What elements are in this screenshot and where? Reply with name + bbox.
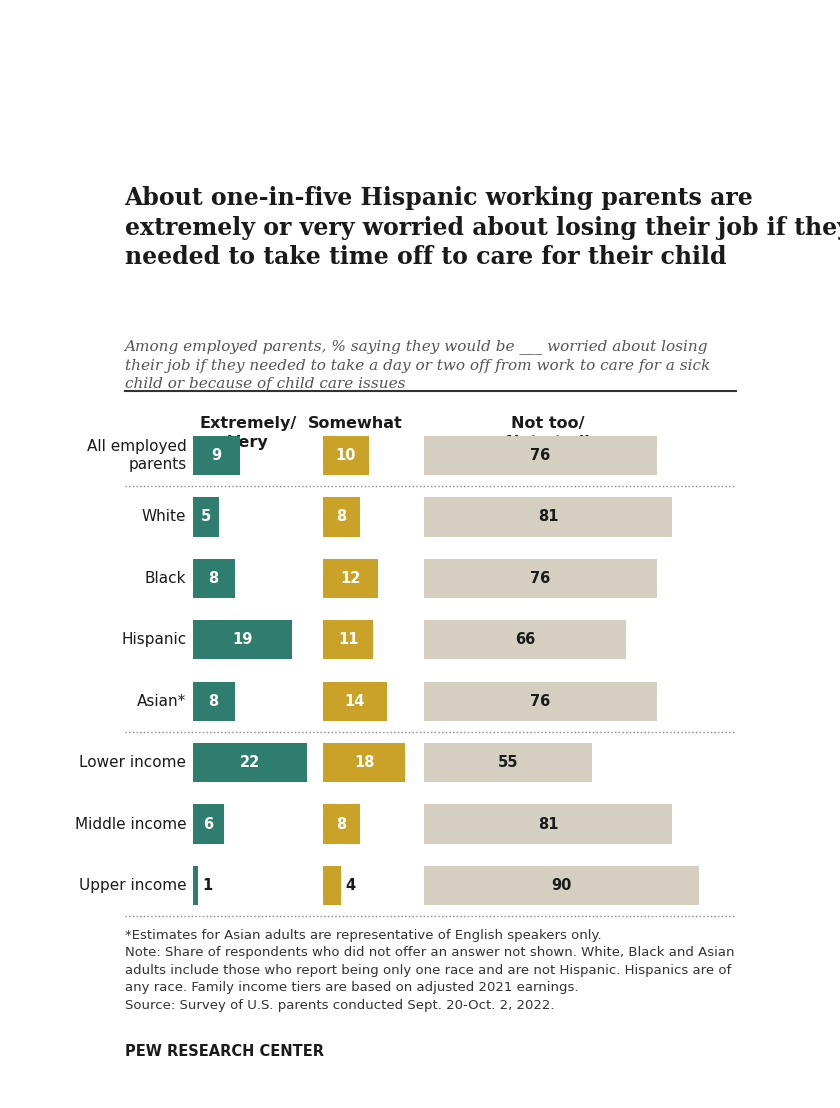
Text: Lower income: Lower income xyxy=(79,755,186,770)
Text: Asian*: Asian* xyxy=(137,694,186,709)
Text: White: White xyxy=(142,510,186,524)
Text: 14: 14 xyxy=(344,694,365,709)
Bar xyxy=(193,865,198,905)
Bar xyxy=(323,804,360,843)
Bar xyxy=(193,497,219,536)
Bar xyxy=(193,681,234,721)
Text: Extremely/
Very: Extremely/ Very xyxy=(200,417,297,450)
Text: 9: 9 xyxy=(211,448,222,463)
Text: Among employed parents, % saying they would be ___ worried about losing
their jo: Among employed parents, % saying they wo… xyxy=(124,339,710,391)
Bar xyxy=(323,497,360,536)
Bar xyxy=(424,865,700,905)
Text: Not too/
Not at all: Not too/ Not at all xyxy=(506,417,590,450)
Text: All employed
parents: All employed parents xyxy=(87,439,186,472)
Bar xyxy=(424,497,672,536)
Text: Upper income: Upper income xyxy=(79,878,186,893)
Bar xyxy=(424,435,657,475)
Text: PEW RESEARCH CENTER: PEW RESEARCH CENTER xyxy=(124,1044,323,1059)
Text: Somewhat: Somewhat xyxy=(308,417,403,431)
Text: 18: 18 xyxy=(354,755,375,770)
Text: 81: 81 xyxy=(538,817,558,831)
Bar xyxy=(323,435,369,475)
Text: 76: 76 xyxy=(530,694,550,709)
Text: 66: 66 xyxy=(515,633,535,647)
Bar xyxy=(424,558,657,598)
Bar xyxy=(193,558,234,598)
Bar xyxy=(323,743,405,782)
Bar xyxy=(193,435,239,475)
Bar xyxy=(424,804,672,843)
Text: Hispanic: Hispanic xyxy=(121,633,186,647)
Text: 5: 5 xyxy=(201,510,211,524)
Text: 8: 8 xyxy=(208,694,219,709)
Text: 8: 8 xyxy=(336,510,346,524)
Text: 81: 81 xyxy=(538,510,558,524)
Bar xyxy=(424,743,592,782)
Text: 8: 8 xyxy=(208,571,219,586)
Text: *Estimates for Asian adults are representative of English speakers only.
Note: S: *Estimates for Asian adults are represen… xyxy=(124,929,734,1012)
Text: Black: Black xyxy=(144,571,186,586)
Text: 19: 19 xyxy=(232,633,253,647)
Bar xyxy=(193,743,307,782)
Text: 8: 8 xyxy=(336,817,346,831)
Bar xyxy=(323,681,387,721)
Bar xyxy=(424,681,657,721)
Text: 4: 4 xyxy=(345,878,355,893)
Bar xyxy=(323,865,341,905)
Text: About one-in-five Hispanic working parents are
extremely or very worried about l: About one-in-five Hispanic working paren… xyxy=(124,186,840,269)
Text: 55: 55 xyxy=(498,755,518,770)
Text: 22: 22 xyxy=(240,755,260,770)
Text: 76: 76 xyxy=(530,571,550,586)
Text: 76: 76 xyxy=(530,448,550,463)
Text: 90: 90 xyxy=(552,878,572,893)
Text: 6: 6 xyxy=(203,817,213,831)
Bar xyxy=(323,558,378,598)
Text: 11: 11 xyxy=(338,633,359,647)
Text: Middle income: Middle income xyxy=(75,817,186,831)
Text: 12: 12 xyxy=(340,571,360,586)
Bar xyxy=(424,620,626,659)
Text: 10: 10 xyxy=(336,448,356,463)
Bar xyxy=(323,620,373,659)
Bar xyxy=(193,804,224,843)
Bar xyxy=(193,620,291,659)
Text: 1: 1 xyxy=(202,878,213,893)
